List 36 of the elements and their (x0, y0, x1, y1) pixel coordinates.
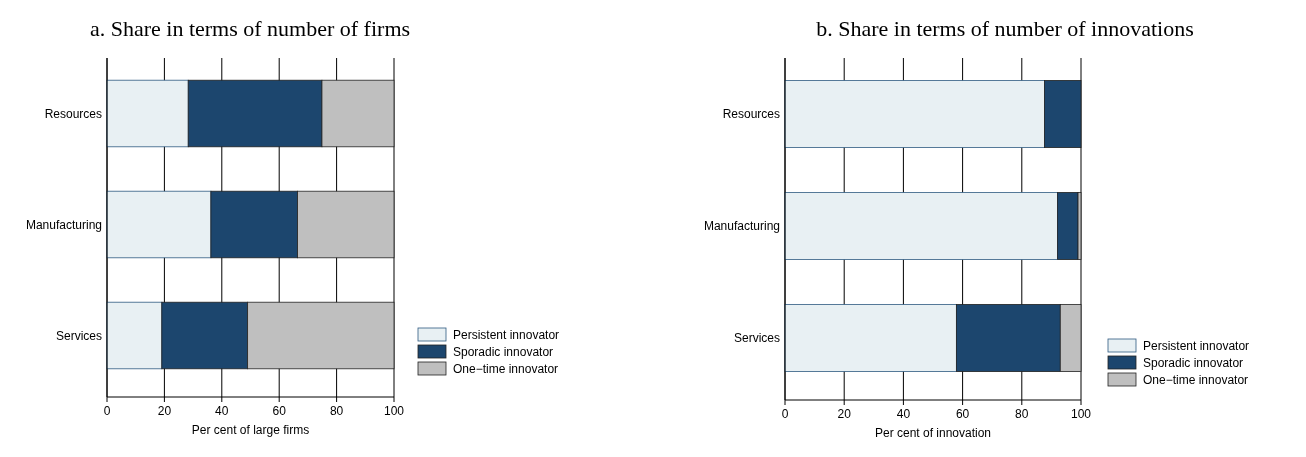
legend-label: One−time innovator (453, 362, 559, 376)
y-tick-label: Services (733, 331, 780, 345)
bar (784, 80, 1045, 148)
y-tick-label: Resources (722, 107, 780, 121)
x-tick-label: 40 (215, 404, 229, 418)
x-tick-label: 20 (157, 404, 172, 418)
y-tick-label: Manufacturing (703, 219, 780, 233)
x-axis-title: Per cent of innovation (874, 426, 992, 440)
chart-title: b. Share in terms of number of innovations (816, 16, 1194, 41)
y-tick-label: Resources (44, 106, 102, 121)
legend-label: Persistent innovator (1143, 339, 1250, 353)
legend-label: Sporadic innovator (453, 345, 554, 359)
x-tick-label: 80 (329, 404, 344, 418)
bar (106, 79, 189, 148)
legend-label: One−time innovator (1143, 373, 1249, 387)
bar (106, 301, 163, 370)
x-tick-label: 20 (837, 407, 852, 421)
y-tick-label: Services (55, 328, 102, 343)
x-tick-label: 60 (955, 407, 970, 421)
chart-title: a. Share in terms of number of firms (89, 16, 411, 41)
bar (784, 192, 1059, 260)
legend-label: Sporadic innovator (1143, 356, 1244, 370)
x-tick-label: 100 (1070, 407, 1092, 421)
x-tick-label: 60 (272, 404, 287, 418)
bar (784, 304, 957, 372)
bar (1057, 192, 1079, 260)
x-tick-label: 0 (781, 407, 789, 421)
legend-label: Persistent innovator (453, 328, 560, 342)
y-tick-label: Manufacturing (25, 217, 102, 232)
x-axis-title: Per cent of large firms (191, 423, 310, 437)
bar (106, 190, 212, 259)
x-tick-label: 0 (103, 404, 111, 418)
bar (1044, 80, 1082, 148)
x-tick-label: 40 (896, 407, 911, 421)
x-tick-label: 100 (383, 404, 405, 418)
x-tick-label: 80 (1015, 407, 1029, 421)
